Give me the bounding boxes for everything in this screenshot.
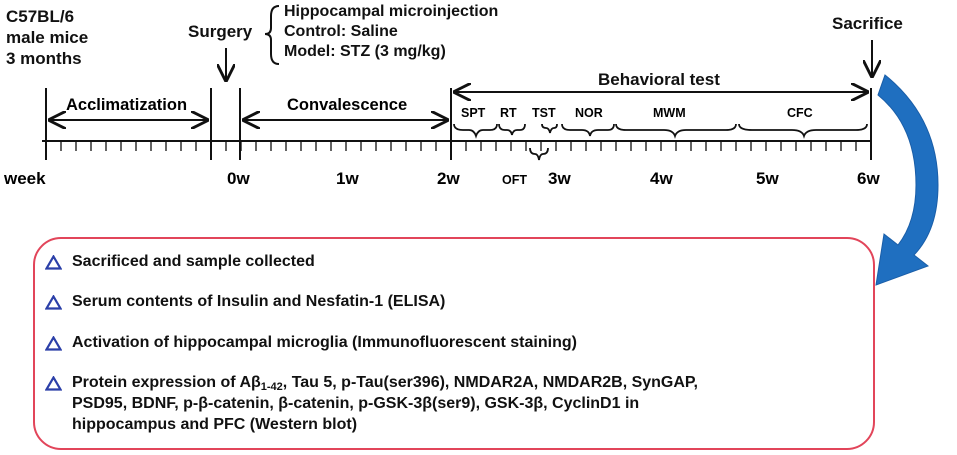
tick-0w: 0w: [227, 169, 250, 188]
oft-brace: [529, 147, 549, 161]
acclimatization-label: Acclimatization: [66, 96, 187, 114]
triangle-icon: [45, 336, 62, 351]
convalescence-label: Convalescence: [287, 96, 407, 114]
protein-expression-text: Protein expression of Aβ1-42, Tau 5, p-T…: [72, 373, 698, 436]
subject-age: 3 months: [6, 49, 82, 68]
spt-label: SPT: [461, 106, 486, 120]
result-item-sacrifice: Sacrificed and sample collected: [45, 252, 315, 273]
mwm-brace: [615, 123, 737, 139]
tick-2w: 2w: [437, 169, 460, 188]
microinjection-title: Hippocampal microinjection: [284, 3, 499, 20]
oft-label: OFT: [502, 173, 527, 187]
subject-sex: male mice: [6, 28, 89, 47]
tick-3w: 3w: [548, 169, 571, 188]
surgery-label: Surgery: [188, 22, 253, 41]
rt-brace: [498, 123, 526, 136]
result-text: Serum contents of Insulin and Nesfatin-1…: [72, 293, 446, 310]
triangle-icon: [45, 376, 62, 391]
cfc-brace: [738, 123, 868, 139]
tick-1w: 1w: [336, 169, 359, 188]
subject-strain: C57BL/6: [6, 7, 75, 26]
tick-6w: 6w: [857, 169, 880, 188]
model-group: Model: STZ (3 mg/kg): [284, 43, 446, 60]
result-item-microglia: Activation of hippocampal microglia (Imm…: [45, 333, 577, 354]
protein-line3: hippocampus and PFC (Western blot): [72, 416, 358, 434]
week-axis-label: week: [3, 169, 46, 188]
sacrifice-label: Sacrifice: [832, 14, 903, 33]
triangle-icon: [45, 295, 62, 310]
nor-brace: [561, 123, 615, 137]
protein-line1-rest: , Tau 5, p-Tau(ser396), NMDAR2A, NMDAR2B…: [282, 374, 698, 391]
protein-prefix: Protein expression of Aβ: [72, 374, 261, 391]
tick-5w: 5w: [756, 169, 779, 188]
result-text: Sacrificed and sample collected: [72, 253, 315, 270]
spt-brace: [453, 123, 498, 139]
subject-info: C57BL/6 male mice 3 months: [6, 6, 88, 69]
result-text: Activation of hippocampal microglia (Imm…: [72, 334, 577, 351]
protein-subscript: 1-42: [260, 381, 283, 393]
result-item-serum: Serum contents of Insulin and Nesfatin-1…: [45, 292, 445, 313]
result-item-protein: Protein expression of Aβ1-42, Tau 5, p-T…: [45, 373, 698, 436]
nor-label: NOR: [575, 106, 603, 120]
mwm-label: MWM: [653, 106, 686, 120]
results-box: Sacrificed and sample collected Serum co…: [33, 237, 875, 450]
protein-line2: PSD95, BDNF, p-β-catenin, β-catenin, p-G…: [72, 395, 640, 413]
minor-ticks: [60, 141, 857, 151]
tst-label: TST: [532, 106, 556, 120]
microinjection-brace: [264, 5, 280, 65]
control-group: Control: Saline: [284, 23, 398, 40]
tst-brace: [541, 123, 558, 134]
triangle-icon: [45, 255, 62, 270]
tick-4w: 4w: [650, 169, 673, 188]
cfc-label: CFC: [787, 106, 813, 120]
curved-arrow-icon: [875, 74, 939, 286]
microinjection-info: Hippocampal microinjection Control: Sali…: [284, 2, 498, 62]
rt-label: RT: [500, 106, 517, 120]
